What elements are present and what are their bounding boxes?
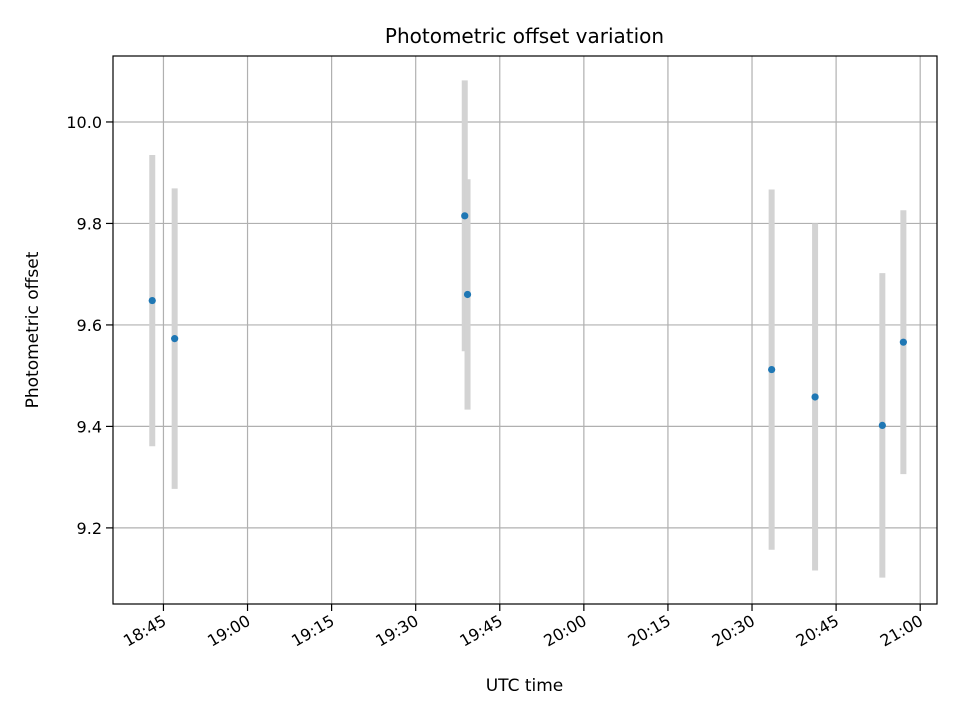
y-tick-label: 9.8 bbox=[77, 214, 102, 233]
y-tick-label: 9.2 bbox=[77, 519, 102, 538]
data-points bbox=[148, 212, 907, 429]
y-tick-label: 9.4 bbox=[77, 417, 102, 436]
data-point bbox=[768, 365, 776, 374]
chart-title: Photometric offset variation bbox=[385, 24, 664, 48]
data-point bbox=[463, 290, 472, 299]
data-point bbox=[878, 421, 886, 429]
plot-frame bbox=[112, 55, 938, 605]
data-point bbox=[461, 212, 469, 220]
grid bbox=[113, 56, 937, 604]
y-tick-label: 9.6 bbox=[77, 316, 102, 335]
y-axis-ticks: 9.2 9.4 9.6 9.8 10.0 bbox=[66, 113, 113, 538]
x-axis-label: UTC time bbox=[486, 676, 564, 696]
y-axis-label: Photometric offset bbox=[23, 251, 43, 408]
data-point bbox=[899, 338, 907, 346]
data-point bbox=[148, 296, 156, 305]
data-point bbox=[811, 393, 819, 401]
data-point bbox=[171, 335, 179, 343]
y-tick-label: 10.0 bbox=[66, 113, 102, 132]
